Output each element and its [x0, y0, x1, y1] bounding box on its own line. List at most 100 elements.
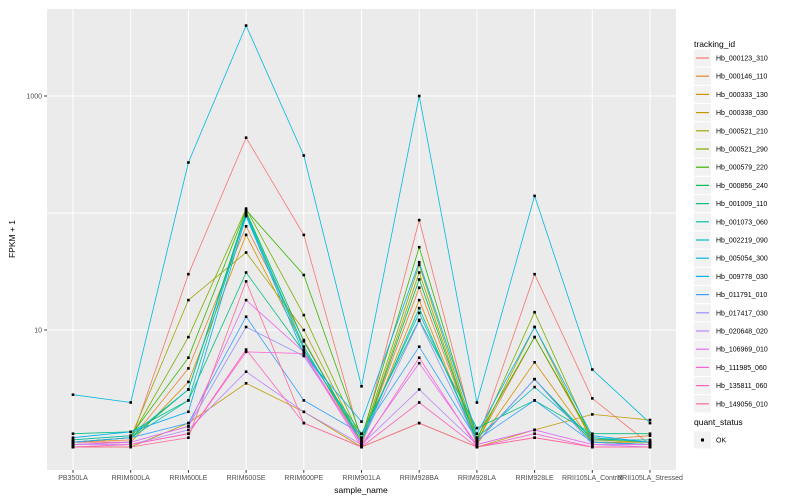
plot-panel — [47, 9, 676, 470]
data-point — [129, 430, 132, 434]
data-point — [475, 432, 479, 435]
data-point — [71, 445, 75, 449]
data-point — [244, 233, 248, 237]
legend-item-label: Hb_000521_210 — [716, 128, 768, 135]
data-point — [417, 94, 421, 98]
data-point — [244, 382, 248, 385]
data-point — [302, 313, 306, 317]
data-point — [302, 233, 306, 237]
data-point — [244, 280, 248, 283]
data-point — [244, 136, 248, 139]
data-point — [71, 443, 75, 446]
data-point — [302, 340, 306, 343]
legend-item-label: Hb_017417_030 — [716, 310, 768, 317]
data-point — [244, 225, 248, 228]
data-point — [475, 426, 479, 430]
legend-color-title: tracking_id — [694, 39, 735, 49]
legend-item-label: Hb_009778_030 — [716, 274, 768, 281]
data-point — [71, 393, 75, 396]
data-point — [302, 154, 306, 157]
data-point — [533, 432, 536, 435]
data-point — [302, 354, 306, 358]
x-tick-label: RRIM928BA — [400, 475, 439, 482]
data-point — [475, 443, 479, 446]
data-point — [244, 348, 248, 351]
data-point — [648, 432, 652, 435]
data-point — [360, 445, 363, 449]
x-tick-label: RRII105LA_Stressed — [617, 475, 683, 482]
legend-item-label: Hb_000521_290 — [716, 147, 768, 154]
x-axis-title: sample_name — [334, 485, 388, 495]
data-point — [533, 310, 536, 314]
x-tick-label: RRIM928LE — [516, 475, 554, 482]
data-point — [129, 445, 132, 449]
legend-item-label: OK — [716, 438, 726, 445]
data-point — [187, 399, 190, 402]
legend-item-label: Hb_106969_010 — [716, 347, 768, 354]
legend-item-label: Hb_002219_090 — [716, 238, 768, 245]
data-point — [302, 345, 306, 348]
data-point — [533, 325, 536, 329]
x-tick-label: PB350LA — [58, 475, 88, 482]
data-point — [533, 194, 536, 198]
y-axis-title: FPKM + 1 — [7, 220, 17, 258]
data-point — [244, 370, 248, 373]
data-point — [302, 399, 306, 402]
y-tick-label: 1000 — [26, 94, 42, 101]
data-point — [417, 271, 421, 274]
data-point — [187, 436, 190, 439]
legend-item-label: Hb_001073_060 — [716, 219, 768, 226]
data-point — [648, 418, 652, 422]
data-point — [417, 388, 421, 391]
x-tick-label: RRIM600LA — [112, 475, 150, 482]
data-point — [533, 377, 536, 381]
legend-item-label: Hb_000333_130 — [716, 92, 768, 99]
legend-item-label: Hb_011791_010 — [716, 292, 767, 299]
data-point — [417, 260, 421, 264]
data-point — [244, 214, 248, 218]
data-point — [648, 434, 652, 437]
legend-item-label: Hb_001009_110 — [716, 201, 767, 208]
data-point — [302, 410, 306, 414]
data-point — [417, 298, 421, 302]
data-point — [302, 328, 306, 332]
x-tick-label: RRII105LA_Control — [562, 475, 623, 482]
data-point — [360, 440, 363, 444]
data-point — [533, 428, 536, 432]
data-point — [302, 273, 306, 277]
data-point — [417, 421, 421, 425]
data-point — [71, 438, 75, 442]
data-point — [591, 413, 594, 416]
data-point — [417, 401, 421, 404]
data-point — [244, 210, 248, 213]
data-point — [417, 361, 421, 365]
data-point — [187, 432, 190, 435]
data-point — [244, 325, 248, 329]
data-point — [417, 286, 421, 289]
legend-item-label: Hb_000579_220 — [716, 165, 768, 172]
data-point — [244, 213, 248, 216]
data-point — [417, 311, 421, 315]
data-point — [360, 436, 363, 439]
data-point — [71, 432, 75, 435]
data-point — [129, 434, 132, 437]
data-point — [71, 440, 75, 444]
legend-item-label: Hb_149056_010 — [716, 401, 768, 408]
data-point — [475, 401, 479, 404]
data-point — [302, 350, 306, 354]
legend-color-items: Hb_000123_310 Hb_000146_110 Hb_000333_130 H… — [694, 49, 768, 413]
data-point — [187, 356, 190, 359]
data-point — [417, 356, 421, 359]
legend-item-label: Hb_000338_030 — [716, 110, 768, 117]
legend-shape-title: quant_status — [694, 417, 743, 427]
data-point — [533, 436, 536, 439]
data-point — [71, 436, 75, 439]
data-point — [302, 421, 306, 425]
data-point — [244, 315, 248, 318]
data-point — [648, 445, 652, 449]
x-tick-label: RRIM600SE — [227, 475, 266, 482]
data-point — [360, 443, 363, 446]
data-point — [129, 401, 132, 404]
